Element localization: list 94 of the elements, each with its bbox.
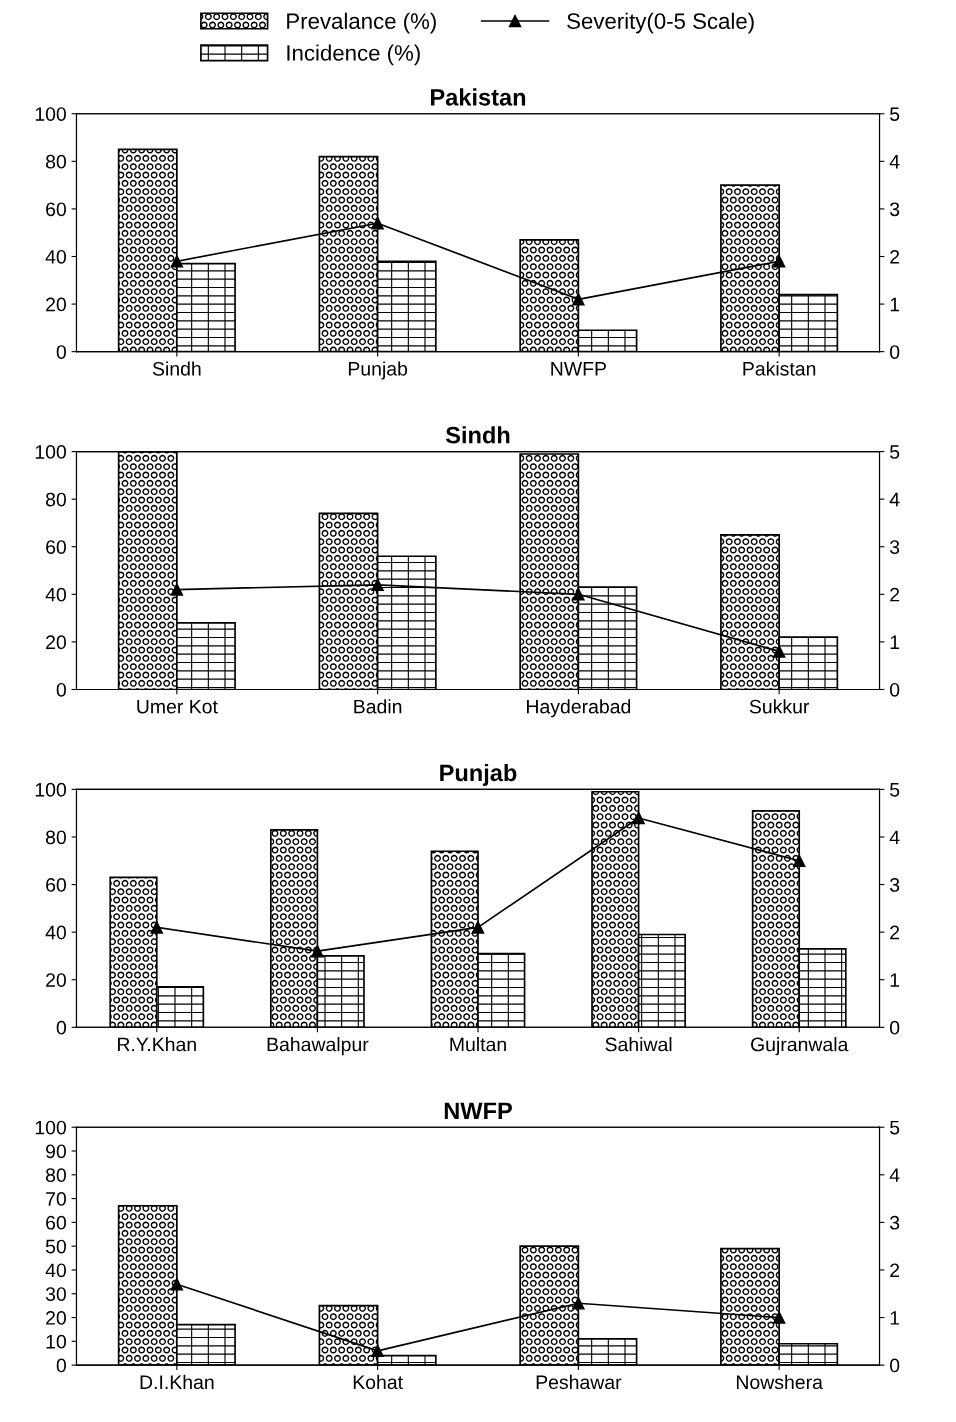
y-tick-label: 60 [46, 540, 66, 554]
y2-tick-label: 4 [889, 1168, 900, 1182]
y-tick-label: 20 [46, 297, 66, 312]
point [471, 921, 485, 934]
y2-tick-label: 3 [889, 540, 900, 554]
chart-title: Pakistan [431, 88, 526, 106]
chart-title: Punjab [440, 763, 517, 786]
point [772, 645, 786, 658]
y2-tick-label: 3 [889, 878, 900, 892]
y2-tick-label: 4 [889, 492, 900, 507]
x-tick-label: D.I.Khan [140, 1374, 214, 1390]
point [572, 1297, 585, 1310]
x-tick-label: Punjab [348, 361, 408, 380]
y2-tick-label: 3 [889, 202, 900, 217]
y2-tick-label: 4 [889, 155, 900, 169]
point [170, 1277, 184, 1291]
point [311, 944, 324, 958]
y2-tick-label: 0 [890, 345, 900, 359]
y-tick-label: 100 [35, 107, 66, 121]
legend-label: Incidence (%) [287, 44, 420, 66]
point [371, 578, 384, 592]
point [371, 1344, 384, 1358]
legend-label: Severity(0-5 Scale) [567, 12, 754, 34]
point [572, 588, 585, 601]
point [772, 255, 786, 268]
x-tick-label: Hayderabad [527, 699, 631, 718]
point [772, 1311, 786, 1324]
y-tick-label: 40 [45, 1263, 66, 1278]
y-tick-label: 80 [45, 154, 66, 169]
y-tick-label: 10 [46, 1334, 66, 1349]
y-tick-label: 60 [46, 878, 66, 892]
point [170, 583, 184, 596]
point [792, 854, 806, 868]
y-tick-label: 20 [46, 973, 66, 987]
y2-tick-label: 0 [890, 682, 900, 697]
x-tick-label: Multan [450, 1037, 506, 1052]
x-tick-label: Badin [354, 699, 402, 714]
y2-tick-label: 5 [890, 1120, 900, 1135]
x-tick-label: Bahawalpur [267, 1037, 369, 1056]
y2-tick-label: 2 [890, 925, 900, 940]
y-tick-label: 0 [56, 345, 66, 359]
y2-tick-label: 5 [890, 445, 900, 459]
y2-tick-label: 1 [890, 1311, 900, 1325]
y-tick-label: 80 [45, 492, 66, 507]
y-tick-label: 20 [46, 635, 66, 650]
y-tick-label: 70 [46, 1192, 66, 1206]
y-tick-label: 100 [35, 445, 66, 459]
y-tick-label: 100 [35, 782, 66, 797]
y-tick-label: 60 [46, 1215, 66, 1230]
chart-title: NWFP [444, 1102, 512, 1119]
y-tick-label: 0 [56, 1020, 66, 1035]
point [150, 921, 164, 934]
y2-tick-label: 1 [890, 635, 900, 649]
y-tick-label: 30 [45, 1287, 66, 1301]
x-tick-label: Nowshera [736, 1374, 823, 1390]
x-tick-label: Kohat [353, 1374, 403, 1390]
y2-tick-label: 5 [890, 783, 900, 797]
point [170, 255, 184, 268]
x-tick-label: R.Y.Khan [118, 1037, 196, 1052]
y2-tick-label: 1 [890, 297, 900, 312]
y-tick-label: 40 [45, 587, 66, 602]
y-tick-label: 100 [35, 1120, 66, 1135]
x-tick-label: Gujranwala [751, 1037, 849, 1056]
x-tick-label: NWFP [551, 362, 606, 376]
point [371, 216, 384, 230]
x-tick-label: Umer Kot [137, 699, 218, 714]
y2-tick-label: 2 [890, 1263, 900, 1278]
y-tick-label: 50 [45, 1239, 66, 1254]
x-tick-label: Sahiwal [605, 1037, 672, 1052]
y-tick-label: 20 [46, 1311, 66, 1325]
y-tick-label: 60 [46, 202, 66, 217]
y-tick-label: 90 [46, 1144, 66, 1159]
y2-tick-label: 1 [890, 973, 900, 987]
point [632, 811, 645, 825]
y-tick-label: 80 [45, 830, 66, 845]
y2-tick-label: 2 [890, 249, 900, 264]
y-tick-label: 40 [45, 925, 66, 940]
x-tick-label: Pakistan [743, 361, 816, 376]
x-tick-label: Sukkur [749, 699, 810, 714]
y-tick-label: 0 [56, 1358, 66, 1373]
x-tick-label: Sindh [152, 361, 201, 376]
y2-tick-label: 0 [890, 1020, 900, 1035]
y2-tick-label: 4 [889, 830, 900, 845]
chart-title: Sindh [445, 426, 510, 444]
y2-tick-label: 3 [889, 1215, 900, 1230]
x-tick-label: Peshawar [536, 1374, 622, 1390]
legend-label: Prevalance (%) [287, 12, 436, 34]
y2-tick-label: 0 [890, 1358, 900, 1373]
y2-tick-label: 2 [890, 587, 900, 602]
y2-tick-label: 5 [890, 107, 900, 121]
y-tick-label: 0 [56, 682, 66, 697]
y-tick-label: 80 [45, 1168, 66, 1183]
y-tick-label: 40 [45, 249, 66, 264]
point [572, 293, 585, 306]
